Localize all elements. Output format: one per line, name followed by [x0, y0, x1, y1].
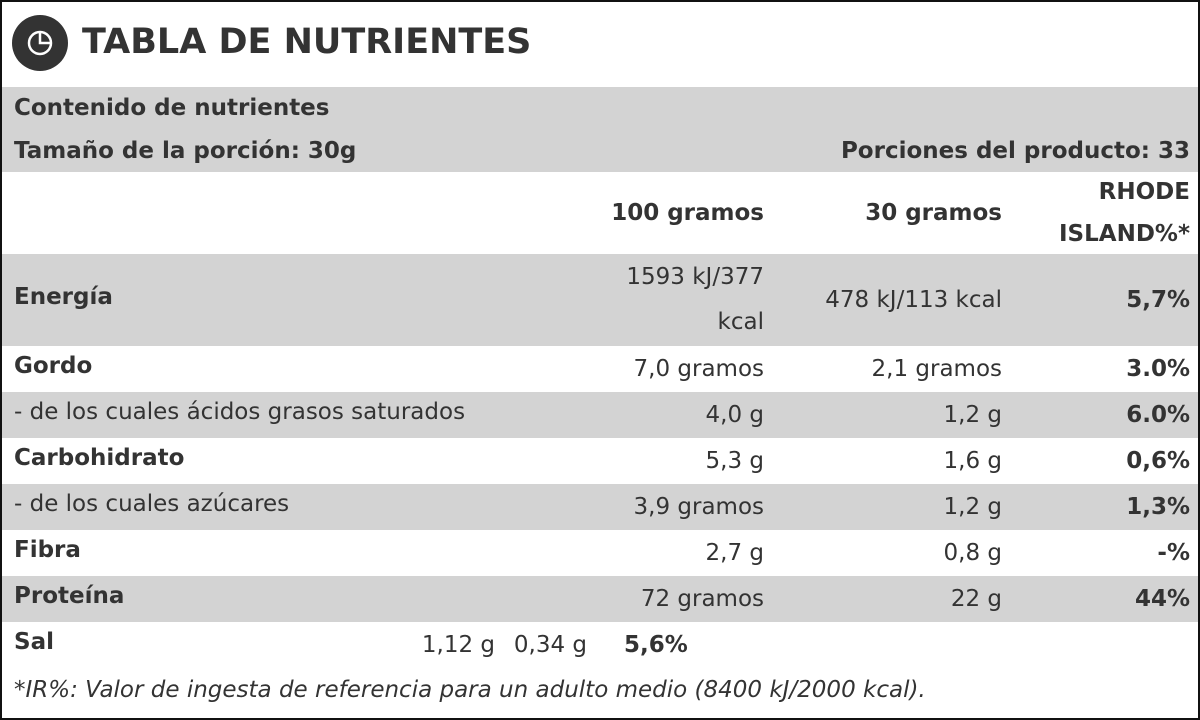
row-band	[2, 484, 1198, 530]
cell-value: 5,3 g	[705, 447, 765, 474]
cell-value: 44%	[1134, 586, 1190, 612]
summary-band	[2, 87, 1198, 172]
cell-value: 0,34 g	[513, 632, 587, 658]
cell-value: 4,0 g	[705, 401, 765, 428]
row-label: Energía	[14, 284, 113, 310]
row-label: Fibra	[14, 537, 81, 563]
cell-value: 6.0%	[1126, 402, 1190, 428]
footnote: *IR%: Valor de ingesta de referencia par…	[14, 677, 926, 703]
row-label: Proteína	[14, 583, 125, 609]
row-band	[2, 576, 1198, 622]
cell-value: 0,6%	[1126, 448, 1190, 474]
row-band	[2, 254, 1198, 346]
row-label: - de los cuales azúcares	[14, 491, 290, 517]
title: TABLA DE NUTRIENTES	[82, 22, 532, 62]
cell-value: 2,7 g	[705, 539, 765, 566]
cell-value: 3.0%	[1126, 356, 1190, 382]
cell-value: 1593 kJ/377 kcal	[626, 264, 764, 335]
column-header: 30 gramos	[865, 200, 1002, 226]
column-header: RHODE ISLAND%*	[1059, 179, 1190, 247]
row-label: Gordo	[14, 353, 93, 379]
cell-value: 1,12 g	[421, 632, 495, 658]
cell-value: 2,1 gramos	[871, 356, 1003, 382]
row-band	[2, 392, 1198, 438]
cell-value: 1,2 g	[943, 494, 1003, 520]
row-label: Carbohidrato	[14, 445, 185, 471]
cell-value: -%	[1157, 540, 1190, 566]
icon	[12, 15, 68, 71]
cell-value: 7,0 gramos	[633, 355, 765, 382]
cell-value: 0,8 g	[943, 540, 1003, 566]
cell-value: 5,6%	[624, 632, 688, 658]
cell-value: 22 g	[950, 586, 1002, 612]
cell-value: 1,6 g	[943, 448, 1003, 474]
cell-value: 72 gramos	[640, 585, 764, 612]
summary-heading: Contenido de nutrientes	[14, 95, 330, 121]
serving-size: Tamaño de la porción: 30g	[14, 138, 357, 164]
cell-value: 478 kJ/113 kcal	[825, 287, 1002, 313]
cell-value: 1,2 g	[943, 402, 1003, 428]
row-label: Sal	[14, 629, 54, 655]
servings: Porciones del producto: 33	[840, 138, 1190, 164]
cell-value: 3,9 gramos	[633, 493, 765, 520]
cell-value: 5,7%	[1126, 287, 1190, 313]
column-header: 100 gramos	[611, 200, 764, 226]
row-label: - de los cuales ácidos grasos saturados	[14, 399, 466, 425]
cell-value: 1,3%	[1126, 494, 1190, 520]
